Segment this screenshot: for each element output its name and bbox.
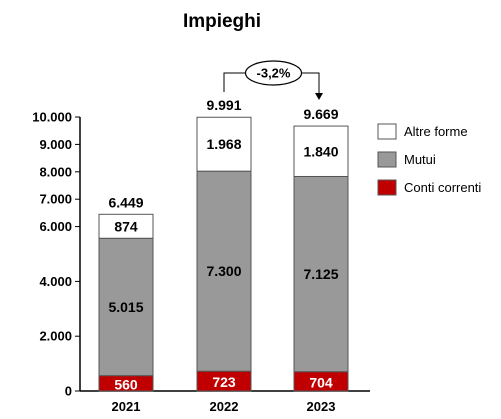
legend-swatch (377, 151, 397, 168)
chart-title: Impieghi (183, 11, 261, 32)
annotation-text: -3,2% (257, 66, 291, 81)
data-label-conti-correnti: 723 (212, 374, 236, 390)
data-label-mutui: 7.300 (206, 263, 241, 279)
data-label-mutui: 5.015 (108, 299, 143, 315)
annotation-bubble (244, 60, 303, 86)
data-label-conti-correnti: 560 (114, 376, 138, 392)
bars-group (98, 116, 349, 392)
total-label: 9.669 (303, 106, 338, 122)
change-annotation: -3,2% (223, 60, 323, 100)
bar-segment-altre-forme (98, 213, 154, 239)
y-tick-label: 2.000 (39, 329, 72, 344)
legend-swatch (377, 123, 397, 140)
bar-segment-mutui (196, 170, 252, 372)
y-tick-label: 6.000 (39, 219, 72, 234)
total-label: 6.449 (108, 194, 143, 210)
bar-segment-mutui (293, 175, 349, 373)
y-tick-label: 10.000 (32, 110, 72, 125)
x-tick-label: 2021 (112, 399, 141, 414)
legend-label: Altre forme (404, 124, 468, 139)
x-tick-label: 2023 (307, 399, 336, 414)
data-label-conti-correnti: 704 (309, 374, 333, 390)
legend: Altre forme Mutui Conti correnti (377, 123, 481, 196)
legend-label: Conti correnti (404, 180, 481, 195)
bar-segment-altre-forme (293, 125, 349, 177)
y-tick-label: 9.000 (39, 137, 72, 152)
data-label-altre-forme: 1.840 (303, 143, 338, 159)
annotation-arrowhead (315, 93, 323, 100)
y-tick-label: 8.000 (39, 164, 72, 179)
data-label-altre-forme: 1.968 (206, 136, 241, 152)
bar-segment-mutui (98, 237, 154, 377)
bar-segment-altre-forme (196, 116, 252, 172)
total-label: 9.991 (206, 97, 241, 113)
data-labels-group: 560 5.015 874 6.449 723 7.300 1.968 9.991 704 7.1… (108, 97, 338, 392)
y-tick-label: 4.000 (39, 274, 72, 289)
y-tick-label: 7.000 (39, 192, 72, 207)
legend-swatch (377, 179, 397, 196)
y-tick-label: 0 (65, 384, 72, 399)
data-label-mutui: 7.125 (303, 266, 338, 282)
legend-label: Mutui (404, 152, 436, 167)
x-tick-label: 2022 (210, 399, 239, 414)
data-label-altre-forme: 874 (114, 218, 138, 234)
axes: 0 2.000 4.000 6.000 7.000 8.000 9.000 10.000 202… (32, 110, 370, 414)
